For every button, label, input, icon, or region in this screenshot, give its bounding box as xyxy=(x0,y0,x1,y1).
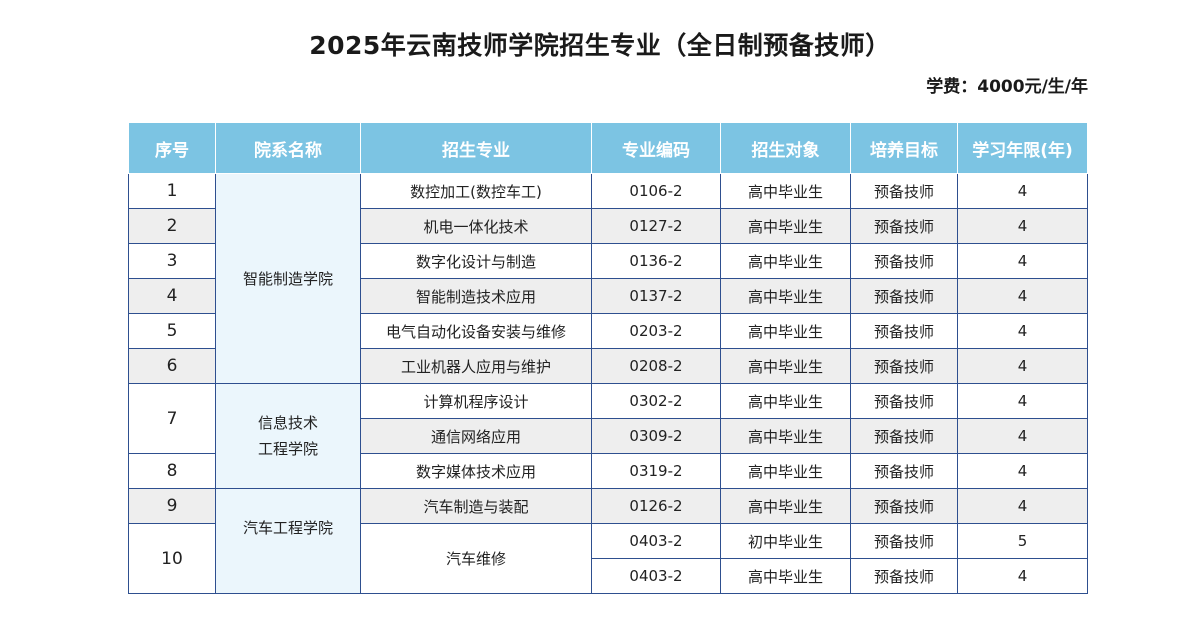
college-name-line1: 信息技术 xyxy=(257,414,318,432)
cell-serial: 4 xyxy=(128,278,216,314)
cell-code: 0403-2 xyxy=(591,558,721,594)
cell-years: 4 xyxy=(957,453,1088,489)
header-years: 学习年限(年) xyxy=(957,122,1088,174)
cell-major: 智能制造技术应用 xyxy=(360,278,592,314)
cell-target: 高中毕业生 xyxy=(720,383,851,419)
cell-target: 高中毕业生 xyxy=(720,278,851,314)
cell-years: 5 xyxy=(957,523,1088,559)
cell-college: 信息技术 工程学院 xyxy=(215,383,361,489)
college-name: 智能制造学院 xyxy=(242,269,333,288)
cell-goal: 预备技师 xyxy=(850,313,958,349)
cell-target: 高中毕业生 xyxy=(720,313,851,349)
cell-goal: 预备技师 xyxy=(850,488,958,524)
cell-years: 4 xyxy=(957,243,1088,279)
cell-code: 0208-2 xyxy=(591,348,721,384)
cell-years: 4 xyxy=(957,313,1088,349)
cell-serial: 5 xyxy=(128,313,216,349)
cell-code: 0127-2 xyxy=(591,208,721,244)
page-title: 2025年云南技师学院招生专业（全日制预备技师） xyxy=(309,31,891,60)
cell-code: 0126-2 xyxy=(591,488,721,524)
header-serial: 序号 xyxy=(128,122,216,174)
cell-target: 高中毕业生 xyxy=(720,453,851,489)
cell-years: 4 xyxy=(957,348,1088,384)
header-target: 招生对象 xyxy=(720,122,851,174)
cell-years: 4 xyxy=(957,558,1088,594)
cell-code: 0136-2 xyxy=(591,243,721,279)
cell-target: 高中毕业生 xyxy=(720,173,851,209)
cell-target: 高中毕业生 xyxy=(720,558,851,594)
cell-target: 高中毕业生 xyxy=(720,488,851,524)
cell-serial: 10 xyxy=(128,523,216,594)
cell-goal: 预备技师 xyxy=(850,418,958,454)
table-row: 1 智能制造学院 数控加工(数控车工) 0106-2 高中毕业生 预备技师 4 xyxy=(128,173,1088,384)
cell-goal: 预备技师 xyxy=(850,173,958,209)
college-name-line2: 工程学院 xyxy=(257,440,318,458)
tuition-fee: 学费：4000元/生/年 xyxy=(926,77,1088,97)
cell-major: 机电一体化技术 xyxy=(360,208,592,244)
cell-major: 工业机器人应用与维护 xyxy=(360,348,592,384)
table-header-row: 序号 院系名称 招生专业 专业编码 招生对象 培养目标 学习年限(年) xyxy=(128,122,1088,174)
cell-code: 0319-2 xyxy=(591,453,721,489)
table-row: 8 数字媒体技术应用 0319-2 高中毕业生 预备技师 4 xyxy=(128,453,1088,489)
cell-code: 0137-2 xyxy=(591,278,721,314)
cell-serial: 3 xyxy=(128,243,216,279)
cell-serial: 2 xyxy=(128,208,216,244)
cell-major: 数字媒体技术应用 xyxy=(360,453,592,489)
cell-serial: 6 xyxy=(128,348,216,384)
cell-target: 高中毕业生 xyxy=(720,418,851,454)
cell-years: 4 xyxy=(957,488,1088,524)
cell-major: 数字化设计与制造 xyxy=(360,243,592,279)
cell-code: 0203-2 xyxy=(591,313,721,349)
cell-major: 计算机程序设计 xyxy=(360,383,592,419)
cell-years: 4 xyxy=(957,173,1088,209)
cell-college: 智能制造学院 xyxy=(215,173,361,384)
table-row: 9 汽车工程学院 汽车制造与装配 0126-2 高中毕业生 预备技师 4 xyxy=(128,488,1088,594)
cell-serial: 1 xyxy=(128,173,216,209)
cell-target: 高中毕业生 xyxy=(720,243,851,279)
table-row: 0403-2 高中毕业生 预备技师 4 xyxy=(129,558,1088,594)
cell-code: 0106-2 xyxy=(591,173,721,209)
cell-years: 4 xyxy=(957,278,1088,314)
header-code: 专业编码 xyxy=(591,122,721,174)
cell-goal: 预备技师 xyxy=(850,278,958,314)
cell-code: 0309-2 xyxy=(591,418,721,454)
cell-goal: 预备技师 xyxy=(850,523,958,559)
table-row: 2 机电一体化技术 0127-2 高中毕业生 预备技师 4 xyxy=(128,208,1088,244)
cell-code: 0403-2 xyxy=(591,523,721,559)
cell-goal: 预备技师 xyxy=(850,558,958,594)
cell-goal: 预备技师 xyxy=(850,208,958,244)
header-goal: 培养目标 xyxy=(850,122,958,174)
cell-target: 初中毕业生 xyxy=(720,523,851,559)
cell-years: 4 xyxy=(957,383,1088,419)
cell-goal: 预备技师 xyxy=(850,348,958,384)
cell-serial: 7 xyxy=(128,383,216,454)
cell-serial: 8 xyxy=(128,453,216,489)
cell-major: 汽车制造与装配 xyxy=(360,488,592,524)
cell-college: 汽车工程学院 xyxy=(215,488,361,594)
cell-code: 0302-2 xyxy=(591,383,721,419)
cell-goal: 预备技师 xyxy=(850,453,958,489)
cell-major: 汽车维修 xyxy=(360,523,592,594)
college-name: 汽车工程学院 xyxy=(242,519,333,537)
header-major: 招生专业 xyxy=(360,122,592,174)
enrollment-table: 序号 院系名称 招生专业 专业编码 招生对象 培养目标 学习年限(年) 1 智能… xyxy=(128,122,1088,594)
cell-target: 高中毕业生 xyxy=(720,348,851,384)
table-row: 5 电气自动化设备安装与维修 0203-2 高中毕业生 预备技师 4 xyxy=(128,313,1088,349)
table-row: 6 工业机器人应用与维护 0208-2 高中毕业生 预备技师 4 xyxy=(128,348,1088,384)
cell-goal: 预备技师 xyxy=(850,243,958,279)
cell-target: 高中毕业生 xyxy=(720,208,851,244)
cell-goal: 预备技师 xyxy=(850,383,958,419)
cell-serial: 9 xyxy=(128,488,216,524)
cell-major: 电气自动化设备安装与维修 xyxy=(360,313,592,349)
header-college: 院系名称 xyxy=(215,122,361,174)
table-row: 7 信息技术 工程学院 计算机程序设计 0302-2 高中毕业生 预备技师 4 xyxy=(128,383,1088,489)
cell-major: 通信网络应用 xyxy=(360,418,592,454)
table-row: 3 数字化设计与制造 0136-2 高中毕业生 预备技师 4 xyxy=(128,243,1088,279)
cell-years: 4 xyxy=(957,418,1088,454)
cell-years: 4 xyxy=(957,208,1088,244)
cell-major: 数控加工(数控车工) xyxy=(360,173,592,209)
